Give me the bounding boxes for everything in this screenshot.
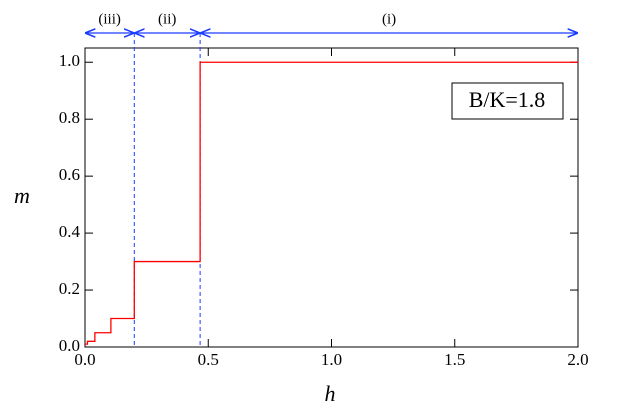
x-tick-label: 2.0: [567, 350, 588, 369]
y-tick-label: 0.4: [59, 222, 81, 241]
region-label: (i): [382, 11, 396, 27]
data-line: [85, 61, 578, 345]
x-tick-label: 0.5: [198, 350, 219, 369]
y-tick-label: 1.0: [59, 51, 80, 70]
x-axis-label: h: [325, 381, 336, 406]
y-tick-label: 0.8: [59, 108, 80, 127]
annotation: B/K=1.8: [469, 87, 546, 112]
annotation-box: [451, 82, 564, 120]
region-label: (ii): [158, 11, 176, 27]
y-axis-label: m: [14, 183, 30, 208]
x-tick-label: 1.0: [321, 350, 342, 369]
x-tick-label: 1.5: [444, 350, 465, 369]
y-tick-label: 0.2: [59, 279, 80, 298]
y-tick-label: 0.0: [59, 336, 80, 355]
y-tick-label: 0.6: [59, 165, 80, 184]
x-tick-label: 0.0: [74, 350, 95, 369]
region-label: (iii): [98, 11, 121, 27]
